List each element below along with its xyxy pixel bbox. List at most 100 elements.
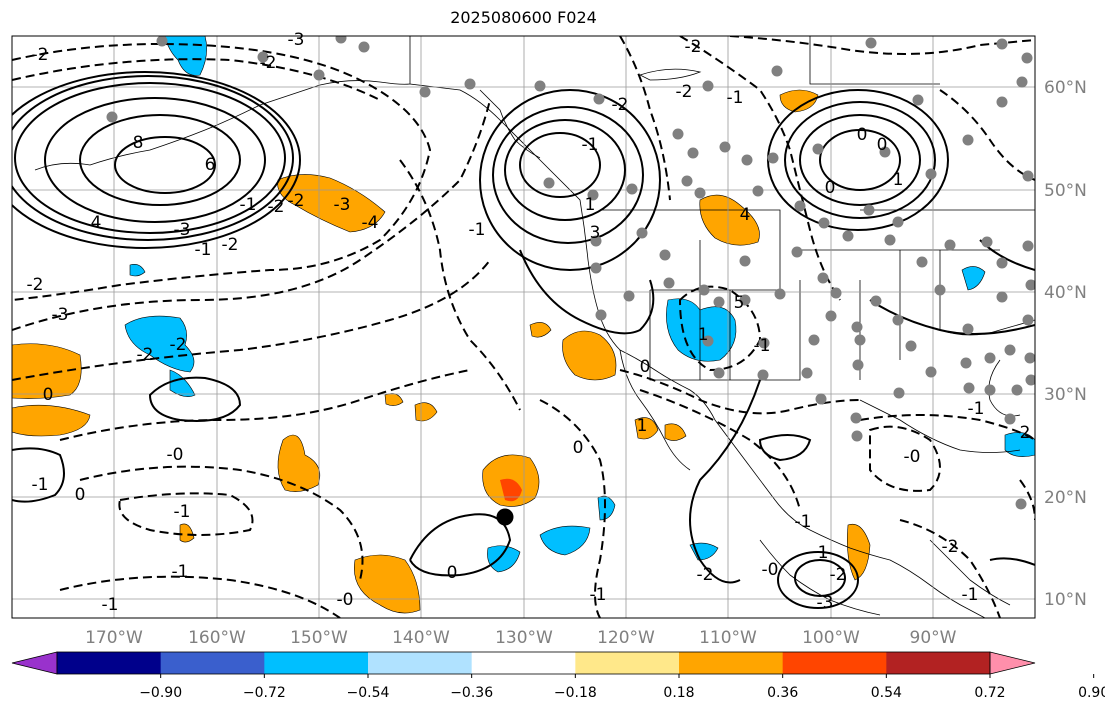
- contour-label: -2: [612, 95, 629, 115]
- colorbar-tick-label: −0.54: [347, 685, 390, 701]
- map-title: 2025080600 F024: [450, 8, 597, 27]
- colorbar-segment: [679, 652, 784, 674]
- contour-label: -2: [137, 345, 154, 365]
- contour-label: 4: [740, 205, 751, 225]
- colorbar: −0.90 −0.72 −0.54 −0.36 −0.18 0.18 0.36 0.54 0.7…: [11, 651, 1105, 701]
- contour-label: -3: [334, 195, 351, 215]
- contour-label: -2: [685, 37, 702, 57]
- colorbar-segment: [575, 652, 680, 674]
- colorbar-segment: [471, 652, 576, 674]
- contour-label: 1: [637, 416, 648, 436]
- contour-label: 1: [818, 543, 829, 563]
- contour-label: 0: [640, 357, 651, 377]
- contour-label: -2: [32, 45, 49, 65]
- colorbar-segment: [160, 652, 265, 674]
- lat-label-40n: 40°N: [1044, 283, 1087, 303]
- contour-label: 4: [91, 213, 102, 233]
- contour-label: 0: [573, 438, 584, 458]
- contour-label: -0: [762, 560, 779, 580]
- lat-label-20n: 20°N: [1044, 488, 1087, 508]
- contour-label: -1: [240, 195, 257, 215]
- colorbar-extend-low: [11, 651, 58, 675]
- colorbar-segment: [57, 652, 162, 674]
- contour-label: -1: [590, 585, 607, 605]
- contour-label: -2: [260, 53, 277, 73]
- colorbar-tick-label: 0.72: [974, 685, 1005, 701]
- longitude-labels: 170°W 160°W 150°W 140°W 130°W 120°W 110°…: [85, 628, 957, 648]
- contour-label: 0: [75, 485, 86, 505]
- colorbar-outline: [56, 651, 991, 675]
- lat-label-10n: 10°N: [1044, 590, 1087, 610]
- coastlines: [34, 36, 1035, 618]
- map-frame: [11, 35, 1036, 619]
- colorbar-segment: [886, 652, 991, 674]
- lat-label-30n: 30°N: [1044, 385, 1087, 405]
- contour-label: 8: [133, 133, 144, 153]
- colorbar-segment: [782, 652, 887, 674]
- colorbar-tick-label: −0.36: [450, 685, 493, 701]
- contour-label: 0: [447, 563, 458, 583]
- contour-label: -1: [102, 595, 119, 615]
- contour-label: -2: [268, 197, 285, 217]
- map-area: [12, 36, 1035, 618]
- colorbar-extend-high: [989, 651, 1036, 675]
- shaded-regions: [12, 36, 1035, 614]
- lon-label-130w: 130°W: [495, 628, 553, 648]
- colorbar-tick-label: −0.90: [139, 685, 182, 701]
- storm-center-marker: [496, 508, 514, 526]
- contour-label: -1: [32, 475, 49, 495]
- contour-label: -2: [676, 82, 693, 102]
- contour-label: -0: [167, 445, 184, 465]
- contour-label: -2: [27, 275, 44, 295]
- colorbar-tick-label: 0.18: [663, 685, 694, 701]
- contour-label: 0: [857, 125, 868, 145]
- colorbar-tick-label: −0.72: [243, 685, 286, 701]
- lon-label-110w: 110°W: [699, 628, 757, 648]
- contour-label: 2: [1020, 423, 1031, 443]
- contour-label: 1: [585, 195, 596, 215]
- lon-label-140w: 140°W: [392, 628, 450, 648]
- contour-label: -2: [222, 235, 239, 255]
- contour-label: -2: [170, 335, 187, 355]
- colorbar-tick-label: 0.54: [871, 685, 902, 701]
- contour-label: -1: [469, 220, 486, 240]
- contour-label: -0: [337, 590, 354, 610]
- contour-label: -1: [968, 399, 985, 419]
- lon-label-100w: 100°W: [802, 628, 860, 648]
- contour-label: -2: [942, 537, 959, 557]
- contour-label: 0: [825, 178, 836, 198]
- lat-label-50n: 50°N: [1044, 181, 1087, 201]
- contour-label: -3: [52, 305, 69, 325]
- contour-label: -4: [362, 213, 379, 233]
- contour-label: -1: [174, 502, 191, 522]
- colorbar-tick-label: −0.18: [554, 685, 597, 701]
- contour-label: -2: [288, 191, 305, 211]
- lon-label-150w: 150°W: [290, 628, 348, 648]
- dashed-contours: [12, 36, 1035, 618]
- lon-label-120w: 120°W: [597, 628, 655, 648]
- contour-label: -2: [830, 565, 847, 585]
- contour-label: 5: [734, 293, 745, 313]
- contour-label: -3: [288, 30, 305, 50]
- gridlines: [12, 36, 1035, 618]
- contour-label: 0: [877, 135, 888, 155]
- contour-label: -2: [697, 565, 714, 585]
- contour-label: -1: [754, 336, 771, 356]
- contour-label: 1: [698, 325, 709, 345]
- lon-label-160w: 160°W: [188, 628, 246, 648]
- contour-label: -1: [582, 135, 599, 155]
- contour-label: -1: [195, 240, 212, 260]
- contour-label: -3: [817, 593, 834, 613]
- contour-label: -3: [174, 220, 191, 240]
- lat-label-60n: 60°N: [1044, 78, 1087, 98]
- colorbar-segment: [264, 652, 369, 674]
- contour-label: -1: [727, 88, 744, 108]
- contour-label: -1: [172, 562, 189, 582]
- contour-label: 3: [590, 223, 601, 243]
- contour-label: 1: [893, 170, 904, 190]
- colorbar-tick-label: 0.90: [1078, 685, 1105, 701]
- lon-label-90w: 90°W: [910, 628, 957, 648]
- lon-label-170w: 170°W: [85, 628, 143, 648]
- contour-label: 6: [205, 155, 216, 175]
